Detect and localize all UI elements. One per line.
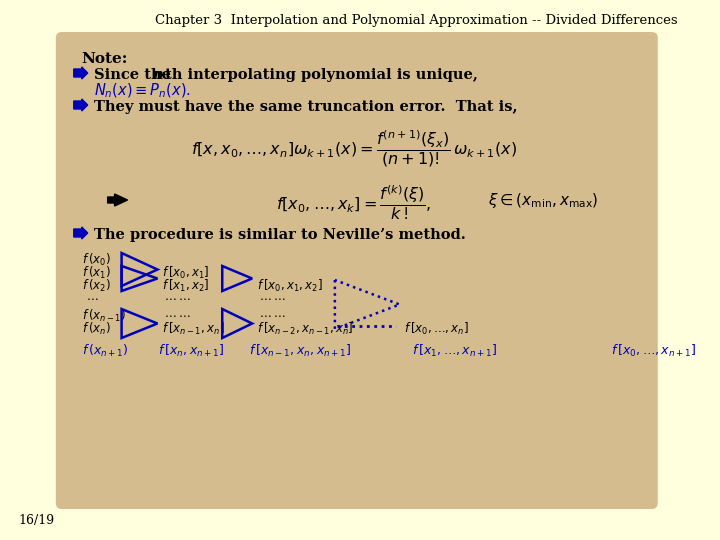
Text: $f\,(x_n)$: $f\,(x_n)$ bbox=[82, 321, 110, 337]
Text: $f\,[x_0, x_1, x_2]$: $f\,[x_0, x_1, x_2]$ bbox=[257, 278, 323, 294]
Text: $f\,[x_0, \ldots, x_n]$: $f\,[x_0, \ldots, x_n]$ bbox=[404, 321, 469, 337]
Text: Chapter 3  Interpolation and Polynomial Approximation -- Divided Differences: Chapter 3 Interpolation and Polynomial A… bbox=[155, 14, 678, 27]
Text: $f\,[x_0, \ldots, x_{n+1}]$: $f\,[x_0, \ldots, x_{n+1}]$ bbox=[611, 343, 696, 359]
Text: $\cdots\;\cdots$: $\cdots\;\cdots$ bbox=[259, 308, 287, 321]
Text: $f\,[x_{n-1}, x_n]$: $f\,[x_{n-1}, x_n]$ bbox=[163, 321, 225, 337]
Text: $f\,(x_1)$: $f\,(x_1)$ bbox=[82, 265, 110, 281]
Text: Note:: Note: bbox=[82, 52, 128, 66]
Text: $\cdots$: $\cdots$ bbox=[86, 291, 98, 304]
Text: $f\,[x_1, x_2]$: $f\,[x_1, x_2]$ bbox=[163, 278, 210, 294]
Text: $f\,[x_n, x_{n+1}]$: $f\,[x_n, x_{n+1}]$ bbox=[158, 343, 225, 359]
Text: $f\,(x_2)$: $f\,(x_2)$ bbox=[82, 278, 110, 294]
Text: The procedure is similar to Neville’s method.: The procedure is similar to Neville’s me… bbox=[94, 228, 465, 242]
Text: $f\,[x_{n-2}, x_{n-1}, x_n]$: $f\,[x_{n-2}, x_{n-1}, x_n]$ bbox=[257, 321, 354, 337]
Text: $\cdots\;\cdots$: $\cdots\;\cdots$ bbox=[164, 308, 192, 321]
Polygon shape bbox=[73, 227, 88, 239]
Text: n: n bbox=[153, 68, 163, 82]
Text: $f\,[x_{n-1}, x_n, x_{n+1}]$: $f\,[x_{n-1}, x_n, x_{n+1}]$ bbox=[249, 343, 351, 359]
Polygon shape bbox=[73, 67, 88, 79]
Text: Since the: Since the bbox=[94, 68, 176, 82]
Text: -th interpolating polynomial is unique,: -th interpolating polynomial is unique, bbox=[159, 68, 478, 82]
Text: $N_n(x) \equiv P_n(x)$.: $N_n(x) \equiv P_n(x)$. bbox=[94, 82, 191, 100]
Text: $f\,(x_{n+1})$: $f\,(x_{n+1})$ bbox=[82, 343, 128, 359]
Text: $f\,(x_{n-1})$: $f\,(x_{n-1})$ bbox=[82, 308, 126, 324]
Text: $f\left[x, x_0, \ldots, x_n\right]\omega_{k+1}(x) = \dfrac{f^{(n+1)}(\xi_x)}{(n+: $f\left[x, x_0, \ldots, x_n\right]\omega… bbox=[191, 128, 517, 168]
Polygon shape bbox=[73, 99, 88, 111]
Text: $\cdots\;\cdots$: $\cdots\;\cdots$ bbox=[259, 291, 287, 304]
Polygon shape bbox=[107, 194, 127, 206]
Text: $f\,[x_0, x_1]$: $f\,[x_0, x_1]$ bbox=[163, 265, 210, 281]
Text: $\cdots\;\cdots$: $\cdots\;\cdots$ bbox=[164, 291, 192, 304]
Text: $f\left[x_0, \ldots, x_k\right] = \dfrac{f^{(k)}(\xi)}{k\,!},$: $f\left[x_0, \ldots, x_k\right] = \dfrac… bbox=[276, 183, 431, 222]
Text: They must have the same truncation error.  That is,: They must have the same truncation error… bbox=[94, 100, 517, 114]
Text: $f\,(x_0)$: $f\,(x_0)$ bbox=[82, 252, 110, 268]
Text: 16/19: 16/19 bbox=[18, 514, 54, 527]
Text: $\xi \in (x_{\min}, x_{\max})$: $\xi \in (x_{\min}, x_{\max})$ bbox=[488, 191, 599, 210]
FancyBboxPatch shape bbox=[56, 32, 658, 509]
Text: $f\,[x_1, \ldots, x_{n+1}]$: $f\,[x_1, \ldots, x_{n+1}]$ bbox=[412, 343, 497, 359]
